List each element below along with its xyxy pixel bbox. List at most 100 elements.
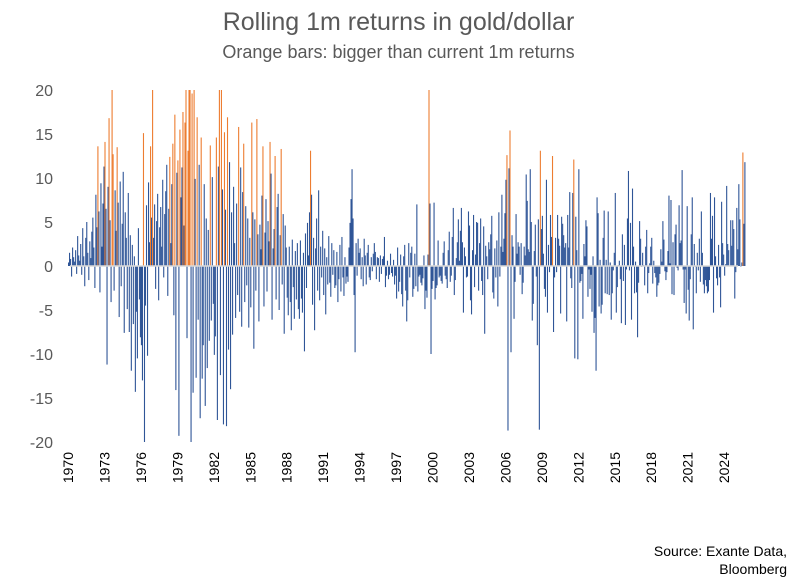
bar (417, 266, 419, 292)
bar (235, 266, 237, 318)
bar (242, 192, 244, 266)
bar (214, 266, 216, 337)
bar (425, 266, 427, 291)
bar (441, 266, 443, 284)
bar (695, 266, 697, 294)
bar (452, 207, 454, 266)
bar (371, 266, 373, 272)
bar (305, 266, 308, 288)
bar (363, 238, 365, 266)
bar (619, 266, 621, 280)
bar (648, 266, 650, 274)
bar (191, 93, 193, 267)
bar (673, 266, 675, 296)
bar (407, 266, 409, 301)
bar (394, 266, 396, 285)
bar (334, 266, 336, 288)
bar (288, 246, 290, 266)
bar (533, 251, 535, 266)
bar (215, 137, 217, 266)
bar (520, 243, 522, 266)
bar (259, 224, 261, 266)
bar (283, 266, 285, 334)
bar (349, 222, 351, 266)
bar (654, 266, 656, 274)
bar (455, 258, 457, 266)
x-tick-label: 2015 (607, 452, 623, 483)
bar (240, 167, 242, 266)
bar (531, 266, 533, 321)
bar (606, 266, 608, 295)
bar (292, 266, 294, 288)
bar (315, 248, 317, 266)
bar (390, 266, 393, 274)
bar (109, 220, 111, 266)
bar (165, 191, 167, 266)
bar (115, 230, 117, 266)
bar (570, 266, 572, 279)
bar (147, 182, 150, 266)
bar (114, 190, 116, 266)
bar (255, 266, 257, 291)
bar (456, 242, 458, 266)
bar (356, 266, 358, 276)
bar (690, 234, 692, 266)
bar (646, 229, 648, 266)
bar (119, 181, 121, 266)
bar (212, 266, 214, 304)
bar (523, 246, 525, 266)
bar (364, 255, 366, 266)
bar (578, 169, 580, 266)
bar (87, 252, 89, 266)
bar (596, 197, 598, 266)
y-tick-label: 0 (44, 259, 53, 276)
bar (499, 266, 501, 277)
bar (196, 117, 198, 266)
bar (170, 243, 172, 266)
bar (248, 266, 250, 328)
bar (247, 218, 249, 266)
bar (182, 112, 184, 266)
bar (683, 266, 685, 303)
bar (335, 266, 337, 286)
bar (307, 255, 310, 266)
bar (595, 266, 597, 371)
bar (659, 266, 661, 274)
bar (541, 215, 543, 266)
x-tick-label: 1982 (206, 452, 222, 483)
bar (518, 246, 520, 266)
bar (471, 250, 474, 266)
bar (602, 237, 604, 266)
y-tick-label: 5 (44, 215, 53, 232)
bar (640, 238, 642, 266)
bar (629, 222, 632, 266)
bar (473, 214, 475, 266)
bar (478, 266, 480, 291)
bar (159, 227, 161, 266)
bar (278, 266, 280, 310)
bar (501, 194, 503, 266)
bar (699, 266, 701, 282)
bar (230, 266, 232, 390)
bar (348, 247, 350, 266)
bar (136, 266, 138, 359)
bar (123, 266, 125, 333)
x-tick-label: 2006 (497, 452, 513, 483)
bar (84, 266, 86, 287)
bar (90, 258, 92, 266)
x-tick-label: 1997 (388, 452, 404, 483)
bar (302, 252, 304, 266)
bar (489, 249, 491, 266)
bar (358, 252, 360, 266)
bar (554, 266, 556, 278)
bar (517, 242, 519, 266)
bar (289, 266, 291, 303)
bar (638, 266, 640, 283)
bar (521, 266, 523, 295)
bar (537, 219, 539, 266)
bar (513, 266, 515, 319)
bar (130, 266, 132, 371)
bar (682, 266, 684, 270)
bar (485, 245, 487, 266)
bar (597, 213, 599, 266)
